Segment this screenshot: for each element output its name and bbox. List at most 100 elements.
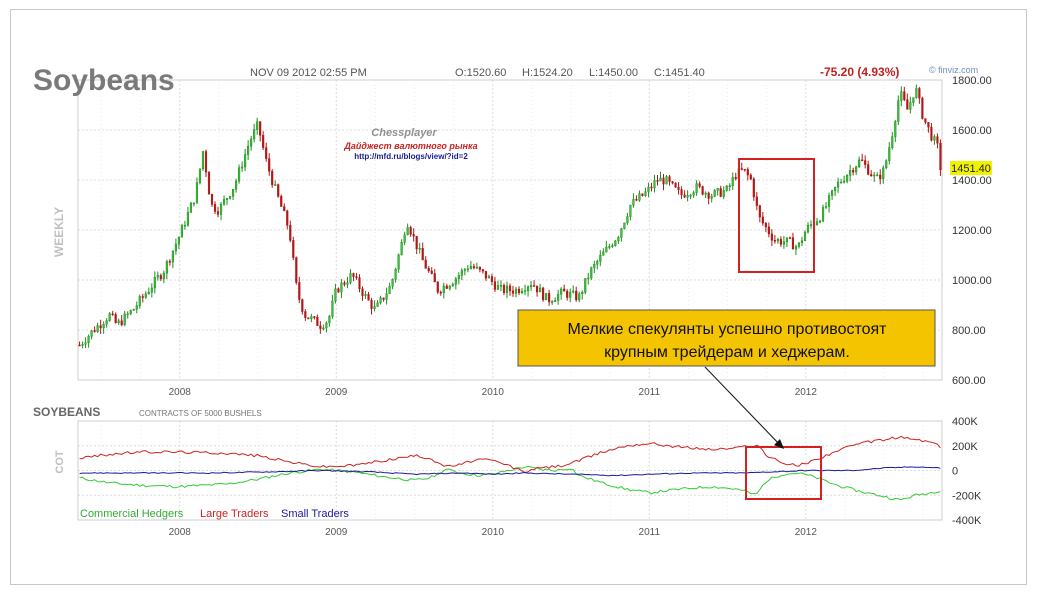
last-price-text: 1451.40 (951, 163, 991, 175)
candle-body (277, 184, 280, 197)
price-tick-label: 600.00 (952, 375, 986, 387)
candle-body (686, 195, 689, 198)
candle-body (364, 294, 367, 296)
candle-body (207, 171, 211, 195)
candle-body (846, 175, 849, 182)
candle-body (689, 194, 692, 197)
candle-body (608, 246, 611, 248)
candle-body (882, 167, 885, 180)
candle-body (180, 225, 183, 238)
cot-tick-labels: -400K -200K 0 200K 400K (952, 416, 982, 527)
candle-body (879, 174, 882, 180)
candle-body (852, 170, 855, 173)
candle-body (162, 272, 165, 280)
candle-body (253, 129, 256, 140)
price-year-labels: 2008 2009 2010 2011 2012 (169, 387, 818, 398)
candle-body (283, 206, 286, 212)
candle-body (632, 199, 635, 206)
price-year-label: 2009 (325, 387, 348, 398)
low-value: L:1450.00 (589, 67, 638, 79)
candle-body (536, 285, 539, 293)
candle-body (349, 273, 352, 283)
candle-body (159, 275, 162, 280)
candle-body (337, 288, 340, 293)
candle-body (216, 211, 220, 215)
candle-body (755, 196, 758, 206)
chart-title: Soybeans (33, 64, 175, 97)
candle-body (87, 336, 90, 344)
candle-body (511, 290, 515, 294)
candle-body (764, 222, 767, 228)
candle-body (650, 186, 653, 189)
candle-body (445, 285, 448, 289)
candle-body (542, 287, 545, 301)
candle-body (442, 285, 445, 293)
close-value: C:1451.40 (654, 67, 705, 79)
candle-body (876, 174, 879, 177)
candle-body (177, 236, 180, 245)
candle-body (259, 121, 262, 136)
candle-body (484, 270, 487, 279)
candle-body (186, 212, 190, 226)
candle-body (457, 275, 460, 280)
candle-body (918, 88, 921, 99)
candle-body (90, 330, 93, 337)
watermark-name: Chessplayer (371, 127, 437, 139)
candle-body (788, 237, 792, 239)
candle-body (803, 231, 807, 241)
candle-body (837, 181, 840, 188)
candle-body (662, 177, 665, 185)
candle-body (370, 299, 373, 309)
candle-body (566, 290, 569, 298)
annotation-arrow (704, 366, 783, 448)
cot-year-label: 2008 (169, 527, 192, 538)
candle-body (861, 159, 864, 162)
price-tick-label: 1000.00 (952, 275, 992, 287)
cot-year-label: 2012 (795, 527, 818, 538)
candle-body (346, 282, 349, 285)
candle-body (493, 281, 497, 290)
candle-body (331, 300, 334, 317)
candle-body (117, 320, 120, 323)
candle-body (557, 294, 560, 301)
candle-body (201, 151, 205, 170)
candle-body (713, 190, 716, 197)
candle-body (505, 285, 509, 293)
candle-body (382, 297, 385, 300)
candle-body (436, 281, 439, 293)
candle-body (409, 227, 412, 235)
candle-body (385, 293, 388, 300)
cot-year-label: 2011 (639, 527, 661, 538)
candle-body (644, 191, 647, 196)
price-tick-label: 800.00 (952, 325, 986, 337)
candle-body (794, 246, 798, 250)
candle-body (767, 226, 770, 235)
candle-body (671, 181, 674, 184)
candle-body (343, 282, 346, 285)
candle-body (716, 188, 719, 191)
candle-body (758, 205, 761, 218)
candle-body (81, 344, 84, 346)
candle-body (906, 99, 909, 110)
cot-tick-label: 0 (952, 466, 958, 478)
candle-body (102, 323, 105, 329)
candle-body (93, 330, 96, 332)
candle-body (228, 196, 232, 199)
candle-body (797, 242, 801, 247)
candle-body (578, 293, 581, 301)
candle-body (262, 135, 265, 148)
annotation-arrowhead (774, 439, 784, 449)
candle-body (439, 291, 442, 294)
candle-body (424, 259, 427, 269)
candle-body (791, 237, 795, 250)
candle-body (310, 316, 313, 320)
candle-body (921, 97, 924, 119)
candle-body (388, 285, 391, 294)
candle-body (496, 285, 500, 290)
candle-body (400, 242, 403, 256)
cot-lines (79, 435, 941, 501)
candle-body (873, 174, 876, 177)
candle-body (605, 246, 608, 253)
candle-body (728, 185, 731, 187)
candle-body (334, 288, 337, 302)
